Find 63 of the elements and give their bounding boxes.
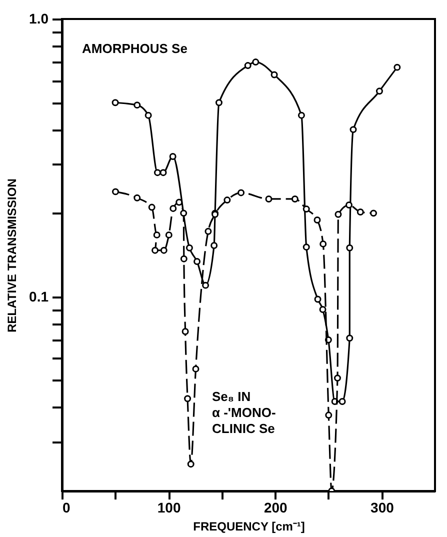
point [265,195,272,202]
point [112,99,119,106]
point [169,152,176,160]
point [302,244,310,251]
point [112,188,119,196]
point [204,228,212,235]
point [302,206,310,213]
y-axis-title: RELATIVE TRANSMISSION [5,178,20,332]
x-tick-label: 200 [264,500,288,516]
point [244,62,252,70]
point [170,204,177,212]
point [350,126,357,134]
point [370,210,377,217]
point [334,210,342,218]
x-tick-label: 100 [157,500,181,516]
point [215,99,222,106]
y-tick-label: 1.0 [29,10,49,26]
x-axis-title: FREQUENCY [cm⁻¹] [193,520,305,534]
point [165,231,172,238]
x-tick-label: 0 [62,500,70,516]
point [180,255,188,262]
point [194,258,201,265]
point [134,194,141,202]
point [184,395,192,402]
point [152,246,159,254]
point [134,102,141,109]
annotation: AMORPHOUS Se [82,41,188,56]
point [325,412,332,419]
point [238,189,245,196]
point [160,169,167,176]
point [202,282,210,289]
annotation: Se₈ IN α -'MONO- CLINIC Se [212,389,276,436]
point [192,365,200,372]
point [154,169,161,176]
point [346,334,354,342]
point [252,58,260,66]
point [320,240,327,248]
point [338,398,346,405]
point [298,112,305,119]
point [176,198,183,206]
point [187,460,194,468]
point [148,204,156,211]
point [160,246,168,254]
point [314,216,321,224]
point [144,112,152,119]
point [334,374,341,382]
point [224,196,231,204]
point [356,208,364,216]
point [376,88,383,95]
point [270,71,278,78]
point [314,296,322,303]
x-tick-label: 300 [370,500,394,516]
point [182,328,189,336]
point [319,306,326,314]
point [210,242,218,249]
point [180,210,188,217]
point [186,244,193,252]
point [291,195,298,202]
point [394,64,401,71]
y-tick-label: 0.1 [29,288,49,304]
point [346,244,354,252]
point [346,202,352,209]
point [153,231,160,238]
